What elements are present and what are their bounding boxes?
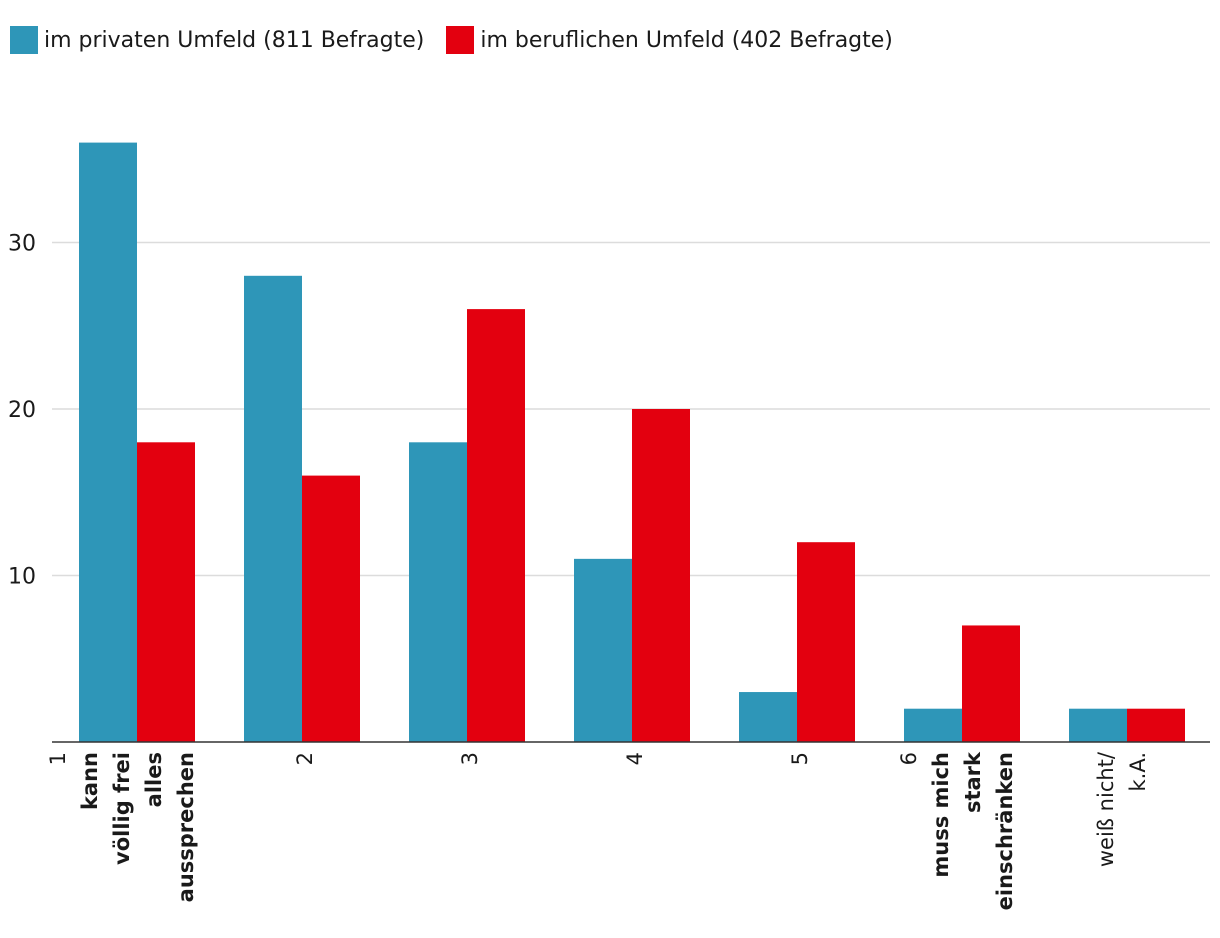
legend: im privaten Umfeld (811 Befragte) im ber… <box>10 26 915 54</box>
y-tick-label: 30 <box>8 232 36 257</box>
x-tick-label: 6 <box>897 752 921 765</box>
legend-item-professional: im beruflichen Umfeld (402 Befragte) <box>446 26 893 54</box>
bar-series2-6 <box>962 625 1020 742</box>
bar-series2-3 <box>467 309 525 742</box>
x-tick-label: stark <box>961 751 985 813</box>
bar-series1-3 <box>409 442 467 742</box>
y-tick-label: 20 <box>8 398 36 423</box>
x-tick-label: 5 <box>788 752 812 765</box>
legend-label-private: im privaten Umfeld (811 Befragte) <box>44 27 425 53</box>
bar-series2-2 <box>302 475 360 742</box>
x-tick-label: einschränken <box>993 752 1017 910</box>
bar-series2-7 <box>1127 708 1185 742</box>
legend-item-private: im privaten Umfeld (811 Befragte) <box>10 26 424 54</box>
x-tick-label: weiß nicht/ <box>1094 751 1118 867</box>
legend-swatch-private <box>10 26 38 54</box>
bar-series1-2 <box>244 275 302 742</box>
x-tick-label: kann <box>78 752 102 810</box>
bar-series1-5 <box>739 692 797 742</box>
x-tick-label: 3 <box>458 752 482 765</box>
bar-series1-4 <box>574 558 632 742</box>
x-tick-label: 1 <box>46 752 70 765</box>
bar-series2-5 <box>797 542 855 742</box>
x-tick-label: k.A. <box>1126 752 1150 792</box>
bar-series1-1 <box>79 142 137 743</box>
x-tick-label: völlig frei <box>110 752 134 865</box>
x-tick-label: alles <box>142 752 166 807</box>
x-tick-label: 4 <box>623 752 647 765</box>
x-tick-label: muss mich <box>929 752 953 878</box>
bar-series2-1 <box>137 442 195 742</box>
bar-series2-4 <box>632 409 690 742</box>
y-tick-label: 10 <box>8 565 36 590</box>
legend-label-professional: im beruflichen Umfeld (402 Befragte) <box>480 27 893 53</box>
bar-series1-6 <box>904 708 962 742</box>
x-tick-label: 2 <box>293 752 317 765</box>
legend-swatch-professional <box>446 26 475 54</box>
x-tick-label: aussprechen <box>174 752 198 902</box>
bar-series1-7 <box>1069 708 1127 742</box>
